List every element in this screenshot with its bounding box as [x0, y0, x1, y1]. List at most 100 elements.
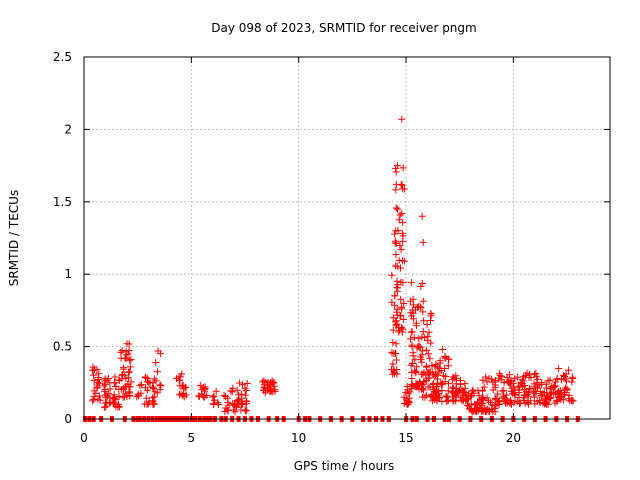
y-tick-label: 2 [64, 122, 72, 136]
data-point [391, 230, 399, 238]
data-point [122, 355, 130, 363]
data-point [242, 397, 250, 405]
data-point [176, 373, 184, 381]
data-point [436, 393, 444, 401]
data-point [423, 346, 431, 354]
data-point [425, 328, 433, 336]
data-point [460, 391, 468, 399]
data-point [241, 391, 249, 399]
data-point [395, 328, 403, 336]
data-point [407, 309, 415, 317]
data-point [423, 362, 431, 370]
data-point [451, 389, 459, 397]
data-point [243, 379, 251, 387]
data-point [394, 227, 402, 235]
data-point [505, 379, 513, 387]
data-point [418, 381, 426, 389]
data-point [521, 399, 529, 407]
data-point [438, 381, 446, 389]
data-point [403, 400, 411, 408]
data-point [261, 389, 269, 397]
data-point [553, 398, 561, 406]
data-point [489, 408, 497, 416]
data-point [149, 397, 157, 405]
data-point [466, 404, 474, 412]
x-tick-label: 0 [80, 431, 88, 445]
data-point [237, 390, 245, 398]
data-point [395, 256, 403, 264]
data-point [538, 379, 546, 387]
data-point [389, 360, 397, 368]
data-point [220, 391, 228, 399]
data-point [407, 361, 415, 369]
data-point [110, 391, 118, 399]
data-point [156, 386, 164, 394]
data-point [444, 362, 452, 370]
data-point [227, 387, 235, 395]
data-point [415, 335, 423, 343]
data-point [551, 382, 559, 390]
data-point [558, 376, 566, 384]
data-point [152, 377, 160, 385]
data-point [392, 356, 400, 364]
data-point [410, 301, 418, 309]
data-point [397, 278, 405, 286]
data-point [534, 375, 542, 383]
data-point [127, 356, 135, 364]
data-point [235, 395, 243, 403]
data-point [94, 379, 102, 387]
data-point [142, 394, 150, 402]
data-point [431, 371, 439, 379]
data-point [532, 370, 540, 378]
data-point [565, 366, 573, 374]
data-point [392, 317, 400, 325]
data-point [90, 365, 98, 373]
data-point [198, 391, 206, 399]
data-point [196, 381, 204, 389]
data-point [413, 363, 421, 371]
data-point [398, 115, 406, 123]
data-point [408, 384, 416, 392]
data-point [481, 404, 489, 412]
data-point [497, 376, 505, 384]
data-point [222, 404, 230, 412]
data-point [89, 397, 97, 405]
data-point [550, 382, 558, 390]
data-point [392, 186, 400, 194]
data-point [238, 381, 246, 389]
data-point [398, 324, 406, 332]
data-point [398, 210, 406, 218]
data-point [426, 317, 434, 325]
data-point [542, 399, 550, 407]
data-point [95, 370, 103, 378]
data-point [400, 257, 408, 265]
data-point [398, 181, 406, 189]
data-point [561, 372, 569, 380]
data-point [452, 380, 460, 388]
data-point [173, 374, 181, 382]
data-point [407, 279, 415, 287]
data-point [531, 400, 539, 408]
data-point [479, 386, 486, 394]
data-point [152, 358, 160, 366]
data-point [103, 392, 111, 400]
data-point [182, 391, 190, 399]
data-point [209, 393, 217, 401]
data-point [499, 394, 507, 402]
data-point [424, 374, 432, 382]
data-point [442, 354, 450, 362]
data-point [389, 339, 397, 347]
data-point [434, 363, 442, 371]
data-point [92, 389, 100, 397]
data-point [420, 317, 428, 325]
data-point [143, 378, 151, 386]
data-point [511, 391, 519, 399]
data-point [399, 164, 407, 172]
data-point [408, 374, 416, 382]
data-point [125, 347, 133, 355]
data-point [424, 350, 432, 358]
data-point [392, 204, 400, 212]
data-point [519, 380, 527, 388]
plot-frame [83, 56, 611, 420]
data-point [445, 355, 453, 363]
